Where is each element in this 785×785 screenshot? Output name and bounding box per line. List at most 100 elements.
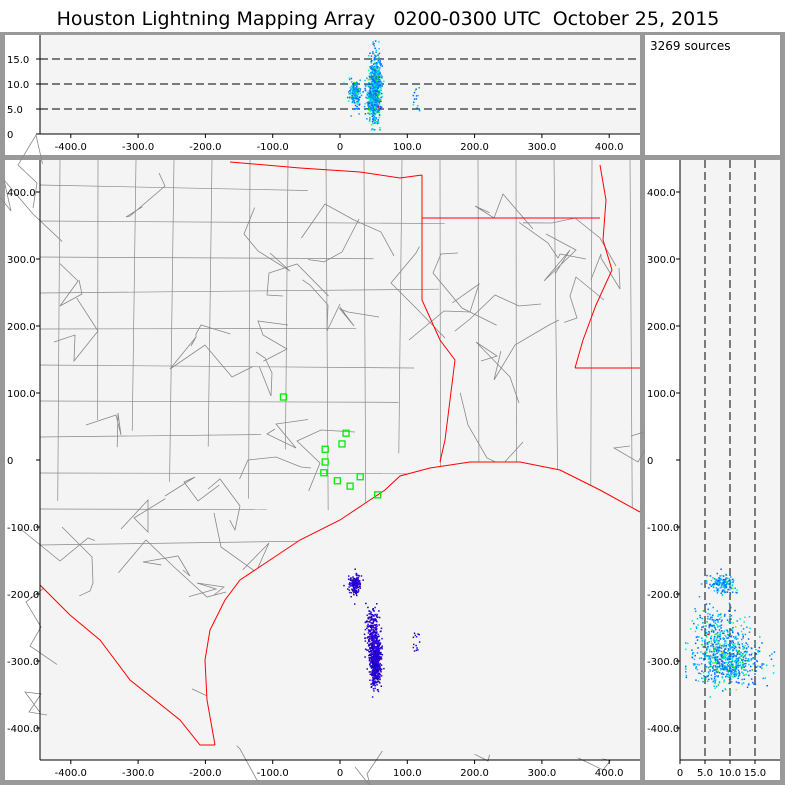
lightning-source — [412, 646, 415, 649]
lightning-source — [756, 660, 758, 663]
lightning-source — [735, 675, 737, 677]
lightning-source — [693, 658, 696, 661]
lightning-source — [748, 653, 751, 656]
lightning-source — [742, 637, 744, 639]
lightning-source — [709, 657, 711, 660]
lightning-source — [710, 660, 713, 663]
lightning-source — [365, 649, 368, 651]
lightning-source — [356, 579, 359, 582]
lightning-source — [723, 664, 725, 667]
lightning-source — [378, 111, 380, 113]
lightning-source — [714, 656, 716, 659]
lightning-source — [713, 639, 715, 641]
lightning-source — [375, 88, 378, 90]
lightning-source — [700, 583, 703, 585]
lightning-source — [366, 77, 368, 80]
lightning-source — [373, 690, 375, 692]
lightning-source — [376, 637, 378, 639]
lightning-source — [413, 650, 416, 652]
lightning-source — [355, 85, 358, 88]
lightning-source — [721, 593, 724, 596]
lightning-source — [704, 656, 706, 658]
source-count: 3269 sources — [650, 39, 730, 53]
lightning-source — [737, 681, 739, 684]
lightning-source — [721, 659, 723, 662]
lightning-source — [352, 86, 354, 89]
x-tick-label: 300.0 — [528, 768, 557, 779]
lightning-source — [730, 634, 733, 637]
lightning-source — [701, 670, 703, 672]
lightning-source — [725, 667, 727, 670]
lightning-source — [379, 669, 382, 672]
lightning-source — [695, 666, 697, 668]
lightning-source — [751, 652, 753, 655]
lightning-source — [371, 624, 373, 627]
lightning-source — [721, 589, 724, 592]
lightning-source — [732, 644, 735, 646]
county-line — [207, 159, 213, 447]
lightning-source — [355, 582, 358, 584]
lightning-source — [367, 79, 369, 81]
lightning-source — [727, 583, 729, 585]
lightning-source — [729, 593, 732, 595]
lightning-source — [380, 651, 382, 654]
altitude-plot: -400.0 -300.0 -200.0 -100.0 0 100.0 200.0 300.0… — [7, 35, 640, 153]
county-line — [169, 336, 253, 378]
lightning-source — [374, 62, 376, 65]
lightning-source — [712, 680, 714, 683]
lightning-source — [713, 679, 715, 682]
lightning-source — [704, 629, 707, 631]
lightning-source — [740, 655, 743, 657]
lightning-source — [710, 616, 712, 619]
lightning-source — [711, 629, 713, 631]
lightning-source — [375, 663, 377, 666]
lightning-source — [724, 640, 726, 643]
lightning-source — [377, 690, 380, 693]
lightning-source — [693, 663, 696, 665]
lightning-source — [350, 591, 353, 594]
lightning-source — [348, 97, 351, 100]
y-tick-label: 200.0 — [7, 322, 36, 333]
lightning-source — [742, 653, 744, 655]
lightning-source — [375, 668, 378, 671]
lightning-source — [367, 606, 369, 609]
lightning-source — [742, 664, 744, 667]
lightning-source — [728, 588, 730, 590]
lightning-source — [364, 656, 366, 658]
lightning-source — [412, 636, 415, 639]
lightning-source — [735, 638, 738, 640]
lightning-source — [715, 668, 717, 671]
lightning-source — [372, 684, 374, 686]
lightning-source — [377, 670, 380, 672]
lightning-source — [376, 101, 378, 103]
lightning-source — [373, 668, 375, 670]
lightning-source — [373, 58, 376, 60]
lightning-source — [694, 663, 697, 666]
lightning-source — [354, 94, 357, 96]
lightning-source — [711, 619, 714, 621]
lightning-source — [371, 108, 374, 110]
lightning-source — [725, 642, 727, 644]
lightning-source — [726, 666, 728, 668]
station-marker — [346, 482, 354, 490]
lightning-source — [755, 653, 758, 655]
lightning-source — [353, 87, 356, 89]
lightning-source — [755, 666, 758, 668]
lightning-source — [371, 120, 374, 123]
lightning-source — [367, 112, 369, 115]
lightning-source — [732, 581, 734, 583]
lightning-source — [708, 626, 711, 629]
lightning-source — [375, 620, 377, 622]
lightning-source — [711, 657, 714, 659]
lightning-source — [717, 577, 720, 580]
lightning-source — [709, 654, 712, 657]
lightning-source — [367, 632, 370, 634]
lightning-source — [373, 636, 376, 638]
lightning-source — [356, 105, 358, 108]
lightning-source — [370, 683, 372, 685]
county-line — [285, 159, 289, 450]
lightning-source — [697, 647, 699, 649]
lightning-source — [377, 665, 379, 667]
lightning-source — [353, 590, 355, 593]
lightning-source — [697, 680, 700, 682]
